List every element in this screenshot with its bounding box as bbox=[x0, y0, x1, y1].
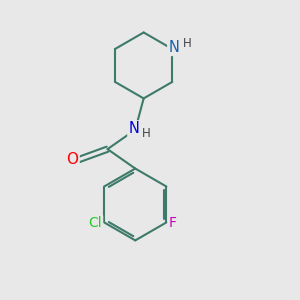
Text: N: N bbox=[168, 40, 179, 55]
Text: F: F bbox=[169, 216, 177, 230]
Text: N: N bbox=[128, 121, 139, 136]
Text: H: H bbox=[183, 37, 191, 50]
Text: H: H bbox=[142, 127, 151, 140]
Text: Cl: Cl bbox=[88, 216, 102, 230]
Text: O: O bbox=[67, 152, 79, 167]
